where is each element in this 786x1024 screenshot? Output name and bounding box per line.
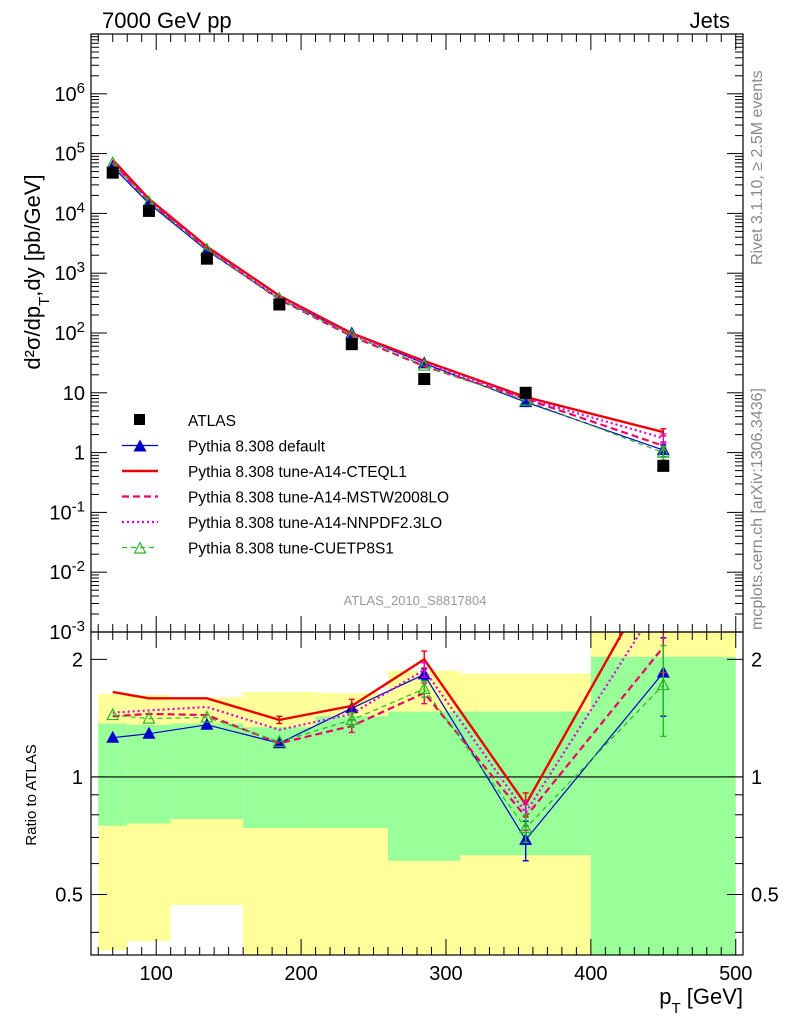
cuetp8s1-marker (345, 712, 359, 725)
ratio-y-axis-title: Ratio to ATLAS (23, 744, 40, 845)
cuetp8s1-marker (519, 393, 533, 406)
rivet-label: Rivet 3.1.10, ≥ 2.5M events (749, 70, 766, 265)
ratio-y-tick-label: 2 (72, 649, 83, 671)
legend-label: Pythia 8.308 tune-CUETP8S1 (188, 541, 394, 558)
cuetp8s1-marker (417, 358, 431, 371)
y-tick-label: 103 (54, 259, 85, 286)
series-line (112, 646, 665, 819)
y-tick-label: 105 (54, 139, 85, 166)
mcplots-label: mcplots.cern.ch [arXiv:1306.3436] (749, 388, 766, 630)
x-tick-label: 300 (429, 963, 462, 985)
cuetp8s1-marker (656, 677, 670, 691)
default-tune-marker (142, 726, 156, 739)
legend-label: ATLAS (188, 413, 236, 430)
legend-label: Pythia 8.308 tune-A14-MSTW2008LO (188, 490, 449, 507)
cuetp8s1-marker (656, 445, 670, 458)
y-tick-label: 10-1 (49, 498, 85, 525)
ratio-panel-series (106, 631, 670, 862)
x-tick-label: 400 (574, 963, 607, 985)
cuetp8s1-marker (142, 711, 156, 724)
series-line (111, 162, 664, 440)
atlas-data-point (345, 338, 358, 351)
default-tune-marker (106, 730, 120, 743)
default-tune-marker (133, 439, 147, 452)
ratio-uncertainty-bands (98, 632, 736, 955)
series-line (111, 158, 664, 434)
header-left-label: 7000 GeV pp (102, 8, 232, 33)
x-tick-label: 200 (284, 963, 317, 985)
y-tick-label: 106 (54, 79, 85, 106)
cuetp8s1-marker (519, 820, 533, 834)
series-line (112, 684, 664, 829)
legend-atlas-marker (134, 414, 145, 425)
green-band (170, 723, 244, 820)
ratio-y-tick-label: 0.5 (55, 885, 83, 907)
series-line (112, 632, 625, 807)
atlas-data-point (273, 298, 286, 311)
y-tick-label: 10-2 (49, 558, 85, 585)
cuetp8s1-marker (106, 707, 120, 721)
cuetp8s1-marker (133, 541, 147, 554)
series-line (112, 166, 664, 451)
legend: ATLAS Pythia 8.308 default Pythia 8.308 tu… (122, 413, 449, 558)
atlas-data-point (418, 373, 431, 386)
legend-label: Pythia 8.308 tune-A14-CTEQL1 (188, 464, 407, 481)
atlas-data-point (142, 204, 155, 217)
series-line (112, 672, 664, 841)
atlas-data-point (200, 252, 213, 265)
y-tick-label: 102 (54, 319, 85, 346)
y-tick-label: 104 (54, 199, 85, 226)
header-right-label: Jets (690, 8, 730, 33)
ratio-y-tick-label: 1 (72, 767, 83, 789)
ratio-y-tick-label-right: 1 (751, 767, 762, 789)
legend-label: Pythia 8.308 default (188, 439, 326, 456)
atlas-data-point (519, 386, 532, 399)
ratio-panel-axes: 100 200 300 400 500 0.5 0.5 1 1 2 2 (55, 632, 779, 985)
legend-label: Pythia 8.308 tune-A14-NNPDF2.3LO (188, 515, 442, 532)
series-line (111, 162, 664, 447)
y-tick-label: 10 (63, 383, 85, 405)
y-tick-label: 1 (74, 443, 85, 465)
x-axis-title: pT [GeV] (659, 984, 743, 1017)
atlas-data-point (657, 459, 670, 472)
cuetp8s1-marker (272, 734, 286, 747)
default-tune-marker (519, 395, 533, 408)
y-tick-label: 10-3 (49, 618, 85, 645)
x-tick-label: 100 (140, 963, 173, 985)
green-band (315, 716, 389, 829)
main-panel-series (106, 155, 670, 472)
analysis-id-label: ATLAS_2010_S8817804 (344, 593, 487, 608)
ratio-y-tick-label-right: 0.5 (751, 885, 779, 907)
default-tune-marker (200, 717, 214, 730)
atlas-data-point (106, 166, 119, 179)
cuetp8s1-marker (417, 681, 431, 695)
ratio-y-tick-label-right: 2 (751, 649, 762, 671)
green-band (388, 711, 461, 861)
series-line (112, 162, 664, 454)
x-tick-label: 500 (719, 963, 752, 985)
ratio-panel-frame (90, 631, 744, 956)
main-y-axis-title: d²σ/dpT,dy [pb/GeV] (20, 174, 53, 369)
green-band (127, 724, 171, 824)
cuetp8s1-marker (200, 710, 214, 723)
series-line (112, 632, 642, 815)
